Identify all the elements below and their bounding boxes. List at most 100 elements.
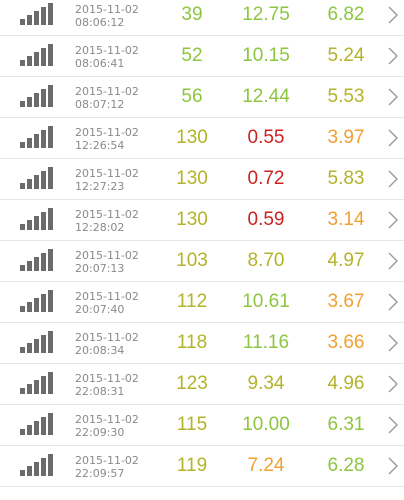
signal-bar	[41, 7, 46, 25]
signal-bar	[41, 212, 46, 230]
result-date: 2015-11-02	[75, 208, 139, 221]
signal-bar	[41, 89, 46, 107]
chevron-right-icon[interactable]	[386, 87, 400, 107]
signal-bar	[48, 454, 53, 476]
signal-bar	[20, 429, 25, 435]
result-row[interactable]: 2015-11-02 12:27:23 130 0.72 5.83	[0, 159, 404, 200]
signal-bar	[41, 417, 46, 435]
result-time: 20:07:40	[75, 303, 125, 316]
upload-value: 3.97	[327, 127, 365, 148]
upload-value: 6.28	[327, 455, 365, 476]
signal-bar	[34, 175, 39, 189]
signal-bar	[41, 294, 46, 312]
signal-bar	[27, 384, 32, 394]
ping-value: 56	[181, 86, 203, 107]
download-value: 12.75	[242, 4, 290, 25]
signal-bar	[34, 52, 39, 66]
ping-value: 103	[176, 250, 208, 271]
upload-value: 5.24	[327, 45, 365, 66]
result-time: 08:06:12	[75, 16, 125, 29]
timestamp: 2015-11-02 20:08:34	[75, 331, 155, 357]
signal-bar	[20, 224, 25, 230]
signal-bar	[48, 372, 53, 394]
result-date: 2015-11-02	[75, 3, 139, 16]
chevron-right-icon[interactable]	[386, 415, 400, 435]
signal-strength-icon	[20, 3, 53, 25]
signal-bar	[20, 101, 25, 107]
signal-bar	[20, 183, 25, 189]
download-value: 0.55	[247, 127, 285, 148]
timestamp: 2015-11-02 20:07:13	[75, 249, 155, 275]
result-row[interactable]: 2015-11-02 08:06:12 39 12.75 6.82	[0, 0, 404, 36]
signal-bar	[20, 142, 25, 148]
chevron-right-icon[interactable]	[386, 333, 400, 353]
signal-bar	[48, 3, 53, 25]
result-date: 2015-11-02	[75, 290, 139, 303]
signal-bar	[20, 347, 25, 353]
download-value: 9.34	[247, 373, 285, 394]
ping-value: 115	[176, 414, 208, 435]
chevron-right-icon[interactable]	[386, 210, 400, 230]
upload-value: 3.14	[327, 209, 365, 230]
chevron-right-icon[interactable]	[386, 128, 400, 148]
result-row[interactable]: 2015-11-02 22:09:30 115 10.00 6.31	[0, 405, 404, 446]
result-row[interactable]: 2015-11-02 12:28:02 130 0.59 3.14	[0, 200, 404, 241]
signal-bar	[48, 331, 53, 353]
signal-bar	[34, 216, 39, 230]
result-date: 2015-11-02	[75, 331, 139, 344]
download-value: 10.61	[242, 291, 290, 312]
timestamp: 2015-11-02 20:07:40	[75, 290, 155, 316]
signal-bar	[27, 343, 32, 353]
signal-strength-icon	[20, 454, 53, 476]
signal-strength-icon	[20, 85, 53, 107]
timestamp: 2015-11-02 08:07:12	[75, 85, 155, 111]
result-time: 12:26:54	[75, 139, 125, 152]
upload-value: 3.67	[327, 291, 365, 312]
result-row[interactable]: 2015-11-02 12:26:54 130 0.55 3.97	[0, 118, 404, 159]
signal-bar	[48, 290, 53, 312]
signal-strength-icon	[20, 413, 53, 435]
result-row[interactable]: 2015-11-02 22:08:31 123 9.34 4.96	[0, 364, 404, 405]
chevron-right-icon[interactable]	[386, 292, 400, 312]
result-date: 2015-11-02	[75, 372, 139, 385]
result-date: 2015-11-02	[75, 44, 139, 57]
result-time: 12:28:02	[75, 221, 125, 234]
chevron-right-icon[interactable]	[386, 374, 400, 394]
result-row[interactable]: 2015-11-02 20:08:34 118 11.16 3.66	[0, 323, 404, 364]
upload-value: 6.82	[327, 4, 365, 25]
signal-bar	[20, 470, 25, 476]
signal-strength-icon	[20, 372, 53, 394]
chevron-right-icon[interactable]	[386, 46, 400, 66]
timestamp: 2015-11-02 12:27:23	[75, 167, 155, 193]
signal-bar	[48, 126, 53, 148]
chevron-right-icon[interactable]	[386, 251, 400, 271]
result-row[interactable]: 2015-11-02 22:09:57 119 7.24 6.28	[0, 446, 404, 487]
result-row[interactable]: 2015-11-02 20:07:40 112 10.61 3.67	[0, 282, 404, 323]
download-value: 10.00	[242, 414, 290, 435]
signal-bar	[27, 56, 32, 66]
result-row[interactable]: 2015-11-02 08:07:12 56 12.44 5.53	[0, 77, 404, 118]
ping-value: 130	[176, 168, 208, 189]
download-value: 12.44	[242, 86, 290, 107]
signal-strength-icon	[20, 208, 53, 230]
upload-value: 5.53	[327, 86, 365, 107]
signal-bar	[27, 97, 32, 107]
results-list: 2015-11-02 08:06:12 39 12.75 6.82 2015-1…	[0, 0, 404, 487]
result-time: 22:09:57	[75, 467, 125, 480]
result-row[interactable]: 2015-11-02 20:07:13 103 8.70 4.97	[0, 241, 404, 282]
chevron-right-icon[interactable]	[386, 169, 400, 189]
signal-bar	[48, 413, 53, 435]
result-date: 2015-11-02	[75, 167, 139, 180]
signal-bar	[34, 298, 39, 312]
result-time: 20:07:13	[75, 262, 125, 275]
chevron-right-icon[interactable]	[386, 456, 400, 476]
signal-bar	[27, 425, 32, 435]
signal-bar	[48, 167, 53, 189]
result-row[interactable]: 2015-11-02 08:06:41 52 10.15 5.24	[0, 36, 404, 77]
chevron-right-icon[interactable]	[386, 5, 400, 25]
signal-bar	[27, 138, 32, 148]
ping-value: 112	[176, 291, 208, 312]
result-time: 22:08:31	[75, 385, 125, 398]
signal-bar	[27, 302, 32, 312]
signal-bar	[27, 261, 32, 271]
